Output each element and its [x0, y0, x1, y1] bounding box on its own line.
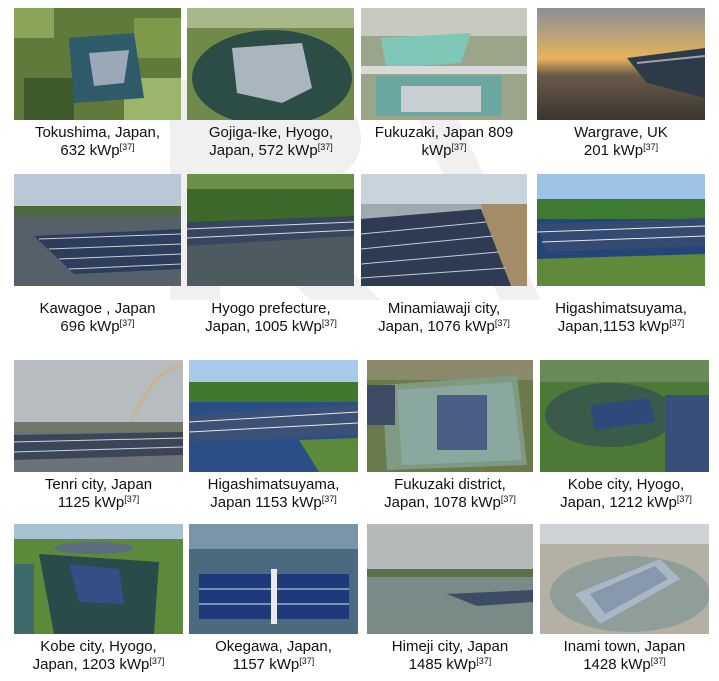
caption-fukuzaki: Fukuzaki, Japan 809 kWp[37]	[374, 124, 514, 159]
caption-inami: Inami town, Japan 1428 kWp[37]	[563, 638, 686, 673]
photo-higashimatsuyama-2	[189, 360, 358, 472]
photo-tenri	[14, 360, 183, 472]
photo-gojiga-ike	[187, 8, 354, 120]
photo-himeji	[367, 524, 533, 634]
photo-kawagoe	[14, 174, 181, 286]
caption-kobe-1212: Kobe city, Hyogo, Japan, 1212 kWp[37]	[560, 476, 692, 511]
photo-kobe-1212	[540, 360, 709, 472]
caption-himeji: Himeji city, Japan 1485 kWp[37]	[391, 638, 509, 673]
photo-okegawa	[189, 524, 358, 634]
photo-fukuzaki	[361, 8, 527, 120]
caption-tokushima: Tokushima, Japan, 632 kWp[37]	[34, 124, 161, 159]
photo-inami	[540, 524, 709, 634]
photo-kobe-1203	[14, 524, 183, 634]
caption-kawagoe: Kawagoe , Japan 696 kWp[37]	[39, 300, 156, 335]
photo-higashimatsuyama-1	[537, 174, 705, 286]
caption-wargrave: Wargrave, UK 201 kWp[37]	[574, 124, 668, 159]
caption-minamiawaji: Minamiawaji city, Japan, 1076 kWp[37]	[378, 300, 510, 335]
photo-fukuzaki-district	[367, 360, 533, 472]
caption-tenri: Tenri city, Japan 1125 kWp[37]	[44, 476, 153, 511]
caption-fukuzaki-district: Fukuzaki district, Japan, 1078 kWp[37]	[384, 476, 516, 511]
caption-gojiga-ike: Gojiga-Ike, Hyogo, Japan, 572 kWp[37]	[208, 124, 334, 159]
watermark-shape	[170, 80, 540, 300]
photo-wargrave	[537, 8, 705, 120]
caption-higashimatsuyama-1: Higashimatsuyama, Japan,1153 kWp[37]	[555, 300, 687, 335]
photo-hyogo-prefecture	[187, 174, 354, 286]
caption-higashimatsuyama-2: Higashimatsuyama, Japan 1153 kWp[37]	[207, 476, 340, 511]
caption-kobe-1203: Kobe city, Hyogo, Japan, 1203 kWp[37]	[32, 638, 165, 673]
photo-minamiawaji	[361, 174, 527, 286]
caption-okegawa: Okegawa, Japan, 1157 kWp[37]	[215, 638, 332, 673]
photo-tokushima	[14, 8, 181, 120]
caption-hyogo-prefecture: Hyogo prefecture, Japan, 1005 kWp[37]	[205, 300, 337, 335]
